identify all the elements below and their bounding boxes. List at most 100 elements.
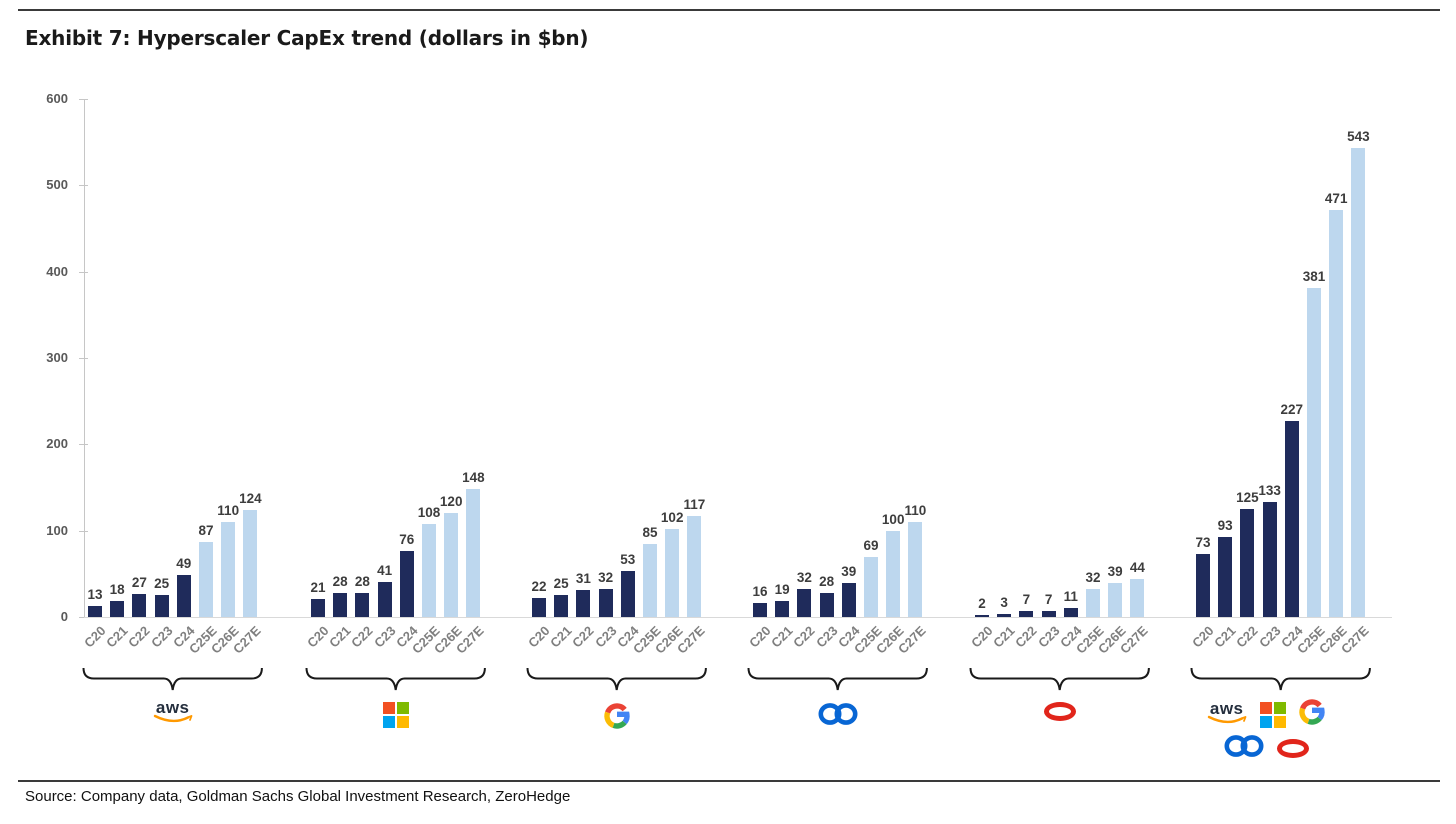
combined-logos-row-1: aws xyxy=(1206,698,1326,731)
bar-microsoft-c25e xyxy=(422,523,436,617)
bar-microsoft-c23 xyxy=(377,581,392,617)
group-brace xyxy=(305,668,486,691)
bar-meta-c20 xyxy=(753,603,767,617)
bar-value-label: 21 xyxy=(310,579,326,595)
aws-logo-icon: aws xyxy=(152,698,194,725)
google-logo-icon xyxy=(604,703,630,729)
bar-aws-c26e xyxy=(221,522,236,617)
bar-value-label: 108 xyxy=(417,504,441,520)
bar-value-label: 7 xyxy=(1044,591,1053,607)
bar-value-label: 120 xyxy=(439,494,463,510)
bar-google-c22 xyxy=(576,590,591,617)
bar-aws-c27e xyxy=(243,509,258,617)
y-axis-tick xyxy=(79,185,88,187)
combined-hyperscaler-logos: aws xyxy=(1206,698,1326,763)
bar-combined-hyperscalers-c22 xyxy=(1240,509,1255,617)
bar-value-label: 3 xyxy=(1000,595,1008,611)
bar-value-label: 25 xyxy=(553,576,569,592)
group-logo-all: aws xyxy=(1206,698,1326,763)
group-brace xyxy=(969,668,1150,691)
google-logo-wrap xyxy=(603,702,631,735)
group-logo-oracle xyxy=(1043,702,1076,721)
bar-oracle-c21 xyxy=(997,614,1012,617)
bar-google-c23 xyxy=(598,589,613,617)
bar-value-label: 110 xyxy=(217,503,240,519)
bar-meta-c24 xyxy=(841,583,856,617)
y-axis-tick xyxy=(79,358,88,359)
y-axis-tick-label: 400 xyxy=(46,263,68,279)
group-logo-microsoft xyxy=(382,702,409,728)
bar-value-label: 76 xyxy=(399,532,415,548)
group-brace xyxy=(82,668,263,691)
bar-value-label: 16 xyxy=(752,584,768,600)
bar-meta-c26e xyxy=(886,530,901,617)
bar-aws-c21 xyxy=(110,601,125,617)
microsoft-logo-square xyxy=(1273,715,1286,728)
microsoft-logo-icon xyxy=(382,702,409,728)
bar-aws-c25e xyxy=(199,541,213,617)
bar-combined-hyperscalers-c24 xyxy=(1284,421,1299,617)
meta-logo-icon xyxy=(818,703,858,725)
bar-meta-c25e xyxy=(864,557,878,617)
bar-value-label: 25 xyxy=(154,576,170,592)
meta-logo-wrap xyxy=(817,702,859,731)
bar-value-label: 133 xyxy=(1258,483,1281,499)
bar-value-label: 7 xyxy=(1022,591,1031,607)
bar-value-label: 28 xyxy=(354,573,370,589)
top-divider xyxy=(18,9,1440,11)
bar-value-label: 227 xyxy=(1280,402,1304,418)
y-axis-tick-label: 600 xyxy=(46,91,68,106)
bar-combined-hyperscalers-c25e xyxy=(1307,288,1321,617)
bar-value-label: 381 xyxy=(1302,269,1326,285)
bar-microsoft-c22 xyxy=(355,592,370,617)
microsoft-logo-square xyxy=(396,702,409,714)
bar-google-c20 xyxy=(532,598,546,617)
bar-value-label: 117 xyxy=(683,496,706,512)
bar-google-c24 xyxy=(620,571,635,617)
bar-value-label: 32 xyxy=(1085,570,1101,586)
bar-value-label: 85 xyxy=(642,524,658,540)
aws-wordmark: aws xyxy=(155,698,190,717)
microsoft-logo-square xyxy=(1259,715,1272,728)
group-logo-google xyxy=(603,702,631,735)
y-axis-tick-label: 500 xyxy=(46,177,68,193)
bar-value-label: 39 xyxy=(841,564,857,580)
bar-microsoft-c20 xyxy=(311,598,325,617)
bar-meta-c27e xyxy=(908,522,923,617)
bar-oracle-c24 xyxy=(1063,607,1078,617)
bar-value-label: 19 xyxy=(774,581,790,597)
bar-value-label: 32 xyxy=(796,570,812,586)
microsoft-logo-square xyxy=(1259,701,1272,714)
bar-value-label: 73 xyxy=(1195,534,1211,550)
bar-aws-c20 xyxy=(88,605,102,617)
bar-microsoft-c24 xyxy=(399,551,414,617)
aws-wordmark: aws xyxy=(1209,698,1244,718)
bar-value-label: 41 xyxy=(377,562,393,578)
microsoft-logo-square xyxy=(1273,701,1286,714)
bar-value-label: 87 xyxy=(198,522,214,538)
bar-oracle-c25e xyxy=(1086,589,1100,617)
bar-combined-hyperscalers-c21 xyxy=(1218,536,1233,617)
bar-value-label: 39 xyxy=(1107,564,1123,580)
bar-value-label: 100 xyxy=(881,511,905,527)
bar-value-label: 28 xyxy=(819,573,835,589)
y-axis-tick-label: 100 xyxy=(46,522,68,538)
aws-smile-icon xyxy=(1207,715,1247,724)
bar-value-label: 44 xyxy=(1129,560,1145,575)
bar-oracle-c23 xyxy=(1041,610,1056,617)
google-logo-wrap xyxy=(1298,698,1326,731)
bar-oracle-c20 xyxy=(975,615,989,617)
bar-oracle-c22 xyxy=(1019,610,1034,617)
microsoft-logo-square xyxy=(382,716,395,728)
group-brace xyxy=(526,668,707,691)
group-brace xyxy=(1190,668,1371,691)
bar-value-label: 18 xyxy=(109,582,125,598)
bar-oracle-c26e xyxy=(1108,583,1123,617)
y-axis-tick xyxy=(79,617,88,618)
group-logo-meta xyxy=(817,702,859,731)
group-logo-aws: aws xyxy=(152,698,194,725)
bar-value-label: 27 xyxy=(131,574,147,590)
microsoft-logo-square xyxy=(396,716,409,728)
bar-microsoft-c27e xyxy=(466,489,481,617)
